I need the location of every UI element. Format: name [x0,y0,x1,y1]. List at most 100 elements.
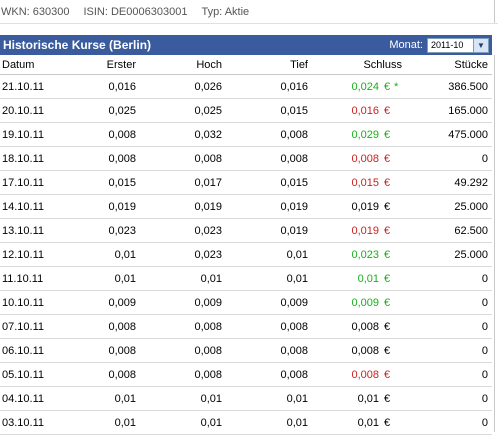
cell-close: 0,009 € [308,290,402,315]
close-value: 0,029 [351,128,379,141]
close-value: 0,01 [357,416,379,429]
cell-first: 0,008 [66,122,136,147]
cell-date: 03.10.11 [0,410,66,435]
cell-date: 04.10.11 [0,386,66,411]
security-info-bar: WKN: 630300 ISIN: DE0006303001 Typ: Akti… [0,0,498,24]
currency-symbol: € [384,176,391,189]
cell-high: 0,01 [136,410,222,435]
cell-date: 14.10.11 [0,194,66,219]
currency-symbol: € [384,344,391,357]
close-value: 0,024 [351,80,379,93]
cell-high: 0,032 [136,122,222,147]
table-row: 14.10.11 0,019 0,019 0,019 0,019 €25.000 [0,194,492,219]
column-header-date: Datum [0,55,66,75]
cell-date: 18.10.11 [0,146,66,171]
close-value: 0,008 [351,344,379,357]
cell-low: 0,019 [222,194,308,219]
cell-low: 0,008 [222,122,308,147]
cell-high: 0,023 [136,218,222,243]
table-body: 21.10.11 0,016 0,026 0,016 0,024 € * 386.500 20.… [0,74,492,435]
cell-first: 0,008 [66,146,136,171]
cell-first: 0,01 [66,242,136,267]
close-value: 0,01 [357,392,379,405]
currency-symbol: € [384,392,391,405]
close-value: 0,008 [351,152,379,165]
table-row: 18.10.11 0,008 0,008 0,008 0,008 €0 [0,146,492,171]
table-row: 04.10.11 0,01 0,01 0,01 0,01 €0 [0,386,492,411]
table-row: 10.10.11 0,009 0,009 0,009 0,009 €0 [0,290,492,315]
cell-first: 0,025 [66,98,136,123]
cell-volume: 0 [402,410,492,435]
column-header-volume: Stücke [402,55,492,75]
cell-close: 0,008 € [308,362,402,387]
cell-volume: 0 [402,290,492,315]
chevron-down-icon[interactable]: ▼ [473,38,488,52]
table-row: 03.10.11 0,01 0,01 0,01 0,01 €0 [0,410,492,435]
cell-low: 0,009 [222,290,308,315]
cell-date: 11.10.11 [0,266,66,291]
currency-symbol: € [384,80,391,93]
quotes-header: Historische Kurse (Berlin) Monat: 2011-1… [0,35,492,55]
cell-high: 0,01 [136,266,222,291]
cell-volume: 62.500 [402,218,492,243]
cell-low: 0,01 [222,410,308,435]
cell-volume: 25.000 [402,194,492,219]
cell-close: 0,01 € [308,266,402,291]
section-title: Historische Kurse (Berlin) [3,38,152,52]
cell-high: 0,019 [136,194,222,219]
cell-high: 0,017 [136,170,222,195]
cell-close: 0,029 € [308,122,402,147]
cell-low: 0,008 [222,146,308,171]
cell-date: 19.10.11 [0,122,66,147]
cell-low: 0,008 [222,362,308,387]
month-select[interactable]: 2011-10 ▼ [427,37,489,53]
currency-symbol: € [384,296,391,309]
column-header-low: Tief [222,55,308,75]
cell-high: 0,008 [136,362,222,387]
cell-high: 0,026 [136,74,222,99]
cell-date: 10.10.11 [0,290,66,315]
wkn-label: WKN: 630300 [1,5,70,18]
column-header-first: Erster [66,55,136,75]
historical-quotes-table: Datum Erster Hoch Tief Schluss Stücke 21… [0,55,492,435]
type-label: Typ: Aktie [201,5,250,18]
currency-symbol: € [384,224,391,237]
cell-volume: 0 [402,146,492,171]
table-row: 19.10.11 0,008 0,032 0,008 0,029 €475.000 [0,122,492,147]
cell-low: 0,015 [222,98,308,123]
cell-high: 0,008 [136,338,222,363]
cell-high: 0,009 [136,290,222,315]
cell-close: 0,023 € [308,242,402,267]
cell-high: 0,008 [136,146,222,171]
cell-low: 0,01 [222,266,308,291]
table-row: 20.10.11 0,025 0,025 0,015 0,016 €165.000 [0,98,492,123]
cell-volume: 0 [402,362,492,387]
currency-symbol: € [384,248,391,261]
close-value: 0,008 [351,320,379,333]
month-label: Monat: [389,39,423,51]
cell-close: 0,024 € * [308,74,402,99]
cell-first: 0,016 [66,74,136,99]
cell-date: 17.10.11 [0,170,66,195]
close-value: 0,009 [351,296,379,309]
currency-symbol: € [384,200,391,213]
table-row: 05.10.11 0,008 0,008 0,008 0,008 €0 [0,362,492,387]
cell-date: 20.10.11 [0,98,66,123]
cell-close: 0,008 € [308,314,402,339]
cell-date: 13.10.11 [0,218,66,243]
table-row: 06.10.11 0,008 0,008 0,008 0,008 €0 [0,338,492,363]
cell-low: 0,008 [222,338,308,363]
cell-volume: 165.000 [402,98,492,123]
column-header-high: Hoch [136,55,222,75]
cell-low: 0,01 [222,386,308,411]
currency-symbol: € [384,272,391,285]
cell-low: 0,008 [222,314,308,339]
cell-volume: 25.000 [402,242,492,267]
currency-symbol: € [384,416,391,429]
cell-close: 0,008 € [308,146,402,171]
currency-symbol: € [384,128,391,141]
cell-date: 06.10.11 [0,338,66,363]
cell-close: 0,008 € [308,338,402,363]
close-value: 0,023 [351,248,379,261]
cell-date: 05.10.11 [0,362,66,387]
